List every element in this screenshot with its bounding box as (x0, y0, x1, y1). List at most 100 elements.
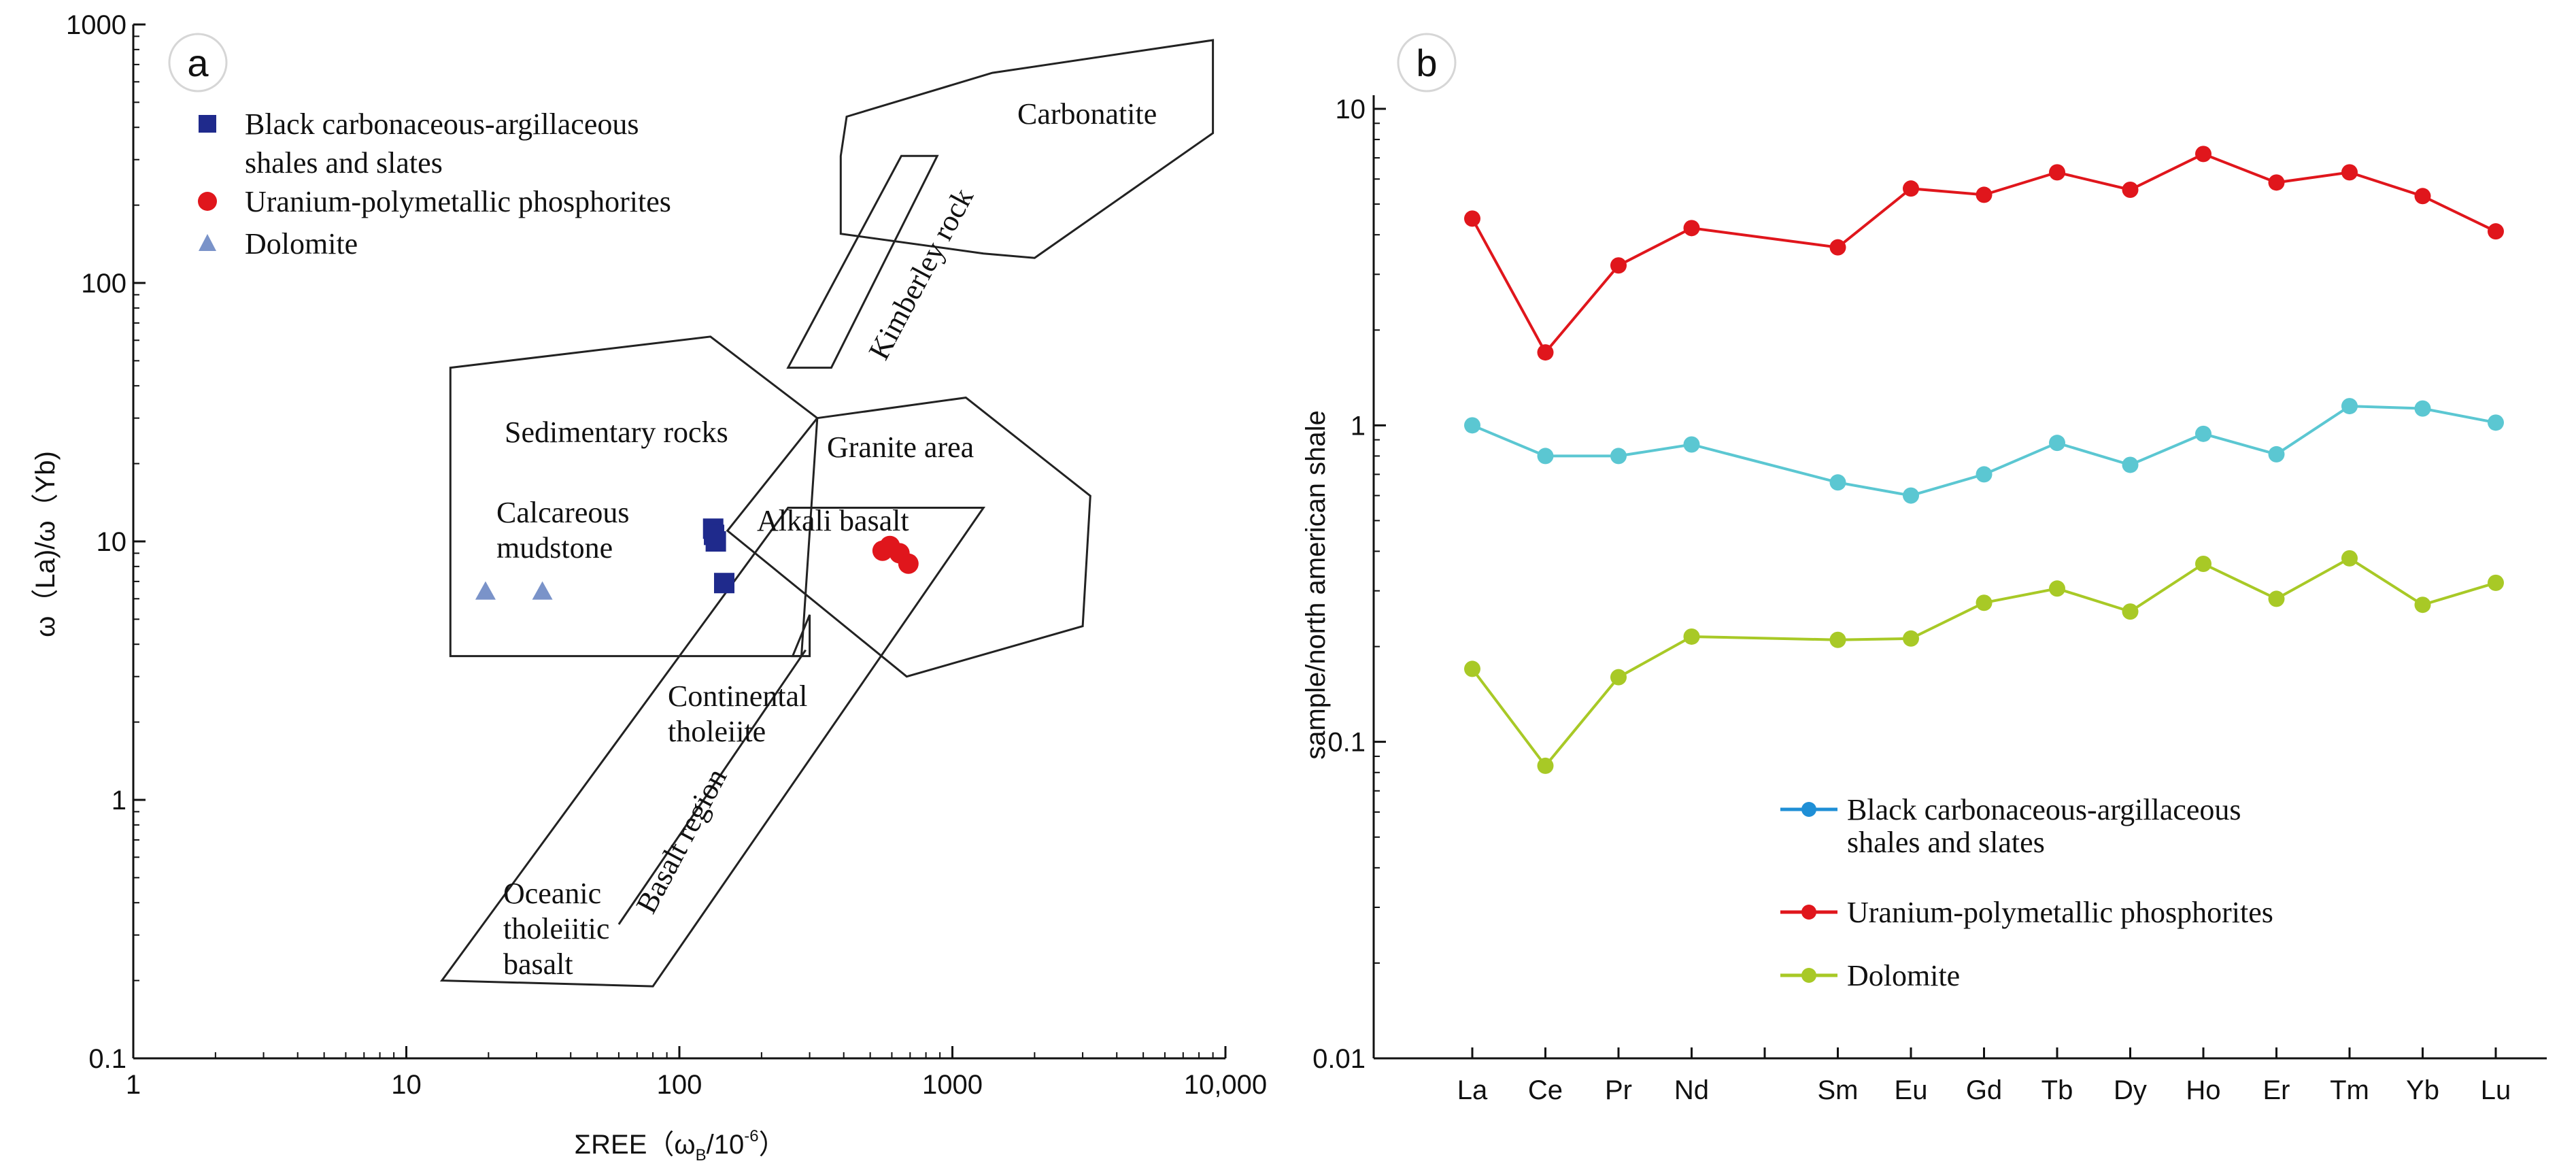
data-point-dolomite (1976, 594, 1993, 611)
data-point-phosphorites (2195, 146, 2211, 163)
legend-label: Black carbonaceous-argillaceous (245, 107, 639, 141)
legend-label: Dolomite (245, 227, 358, 261)
region-label-carbonatite: Carbonatite (1017, 97, 1157, 131)
x-tick-label: Dy (2114, 1075, 2147, 1105)
region-label-sedimentary: Sedimentary rocks (505, 416, 728, 449)
region-label-oceanic2: tholeiitic (503, 912, 609, 945)
x-tick-label: Yb (2406, 1075, 2439, 1105)
data-point-phosphorites (1683, 220, 1700, 237)
data-point-shales (1464, 417, 1480, 434)
region-label-calcareous1: Calcareous (496, 496, 629, 529)
legend-marker-phosphorites (1801, 905, 1816, 920)
x-tick-label: La (1457, 1075, 1488, 1105)
data-point-shales (2488, 414, 2504, 431)
region-sedimentary-rocks (449, 335, 819, 658)
data-point-shales (705, 531, 726, 552)
data-point-phosphorites (2341, 164, 2358, 181)
data-point-phosphorites (1903, 180, 1919, 197)
data-point-phosphorites (1610, 257, 1627, 274)
data-point-phosphorites (2122, 181, 2139, 198)
data-point-phosphorites (2049, 164, 2065, 181)
data-point-phosphorites (1829, 239, 1846, 256)
data-point-shales (2268, 446, 2285, 463)
y-tick-label: 1 (112, 786, 126, 816)
legend-label: Black carbonaceous-argillaceous (1847, 793, 2241, 826)
region-granite-area (726, 397, 1091, 678)
x-tick-label: Tb (2041, 1075, 2073, 1105)
x-axis-title: ΣREE（ωB/10-6） (574, 1127, 785, 1164)
x-tick-label: Eu (1895, 1075, 1928, 1105)
panel-b-ree-pattern: 0.01 0.1 1 10 La Ce Pr Nd Sm Eu Gd Tb Dy Ho Er Tm Yb Lu sa… (1301, 33, 2547, 1105)
data-point-dolomite (1610, 669, 1627, 686)
x-tick-label: Lu (2481, 1075, 2511, 1105)
data-point-shales (2341, 398, 2358, 415)
data-point-phosphorites (1976, 186, 1993, 203)
data-point-dolomite (475, 581, 496, 600)
panel-label-b: b (1416, 41, 1437, 84)
data-point-dolomite (1683, 628, 1700, 645)
region-oceanic-tholeiitic-basalt (617, 649, 807, 925)
x-tick-label: Ce (1528, 1075, 1563, 1105)
region-carbonatite (839, 39, 1215, 259)
x-tick-label: Pr (1605, 1075, 1632, 1105)
legend-marker-shales (199, 115, 216, 133)
data-point-shales (1976, 466, 1993, 483)
series-line-dolomite (1471, 556, 2496, 769)
panel-label-circle (168, 33, 228, 93)
data-point-shales (1683, 436, 1700, 453)
panel-a-ree-discrimination: 1 10 100 1000 10,0000.11101001000ΣREE（ωB/10-… (31, 10, 1267, 1164)
x-tick-label: 1000 (922, 1070, 983, 1100)
data-point-dolomite (2195, 556, 2211, 573)
data-point-dolomite (2488, 574, 2504, 591)
y-axis-title: ω（La)/ω（Yb) (31, 451, 61, 637)
legend-label: Uranium-polymetallic phosphorites (1847, 896, 2273, 929)
legend-label-line2: shales and slates (1847, 826, 2045, 859)
region-label-oceanic1: Oceanic (503, 877, 601, 910)
data-point-dolomite (2122, 603, 2139, 620)
x-tick-label: Gd (1966, 1075, 2002, 1105)
data-point-shales (1537, 448, 1554, 465)
region-label-continental1: Continental (668, 679, 807, 713)
legend-marker-shales (1801, 802, 1816, 817)
region-label-alkali: Alkali basalt (757, 504, 909, 537)
legend-label-line2: shales and slates (245, 146, 443, 180)
data-point-phosphorites (1464, 210, 1480, 227)
region-label-oceanic3: basalt (503, 947, 573, 981)
legend-label: Uranium-polymetallic phosphorites (245, 185, 671, 218)
data-point-dolomite (2268, 590, 2285, 607)
region-kimberley-rock (786, 154, 939, 369)
data-point-dolomite (1464, 660, 1480, 677)
data-point-shales (2195, 425, 2211, 442)
data-point-phosphorites (2488, 223, 2504, 240)
x-tick-label: 1 (126, 1070, 141, 1100)
data-point-dolomite (2341, 550, 2358, 567)
series-line-shales (1472, 405, 2496, 497)
data-point-shales (713, 573, 734, 594)
data-point-dolomite (532, 581, 553, 600)
data-point-dolomite (2049, 580, 2065, 597)
data-point-dolomite (2414, 597, 2431, 614)
y-tick-label: 0.1 (88, 1044, 126, 1074)
series-line-phosphorites (1471, 152, 2496, 355)
data-point-dolomite (1903, 630, 1919, 647)
data-point-shales (1903, 487, 1919, 504)
y-tick-label: 10 (1336, 95, 1366, 124)
data-point-phosphorites (2268, 174, 2285, 191)
region-label-kimberley: Kimberley rock (862, 183, 980, 365)
y-tick-label: 1 (1351, 411, 1366, 441)
y-tick-label: 0.1 (1327, 728, 1366, 758)
data-point-shales (1829, 474, 1846, 491)
x-tick-label: Ho (2186, 1075, 2220, 1105)
data-point-shales (2049, 435, 2065, 452)
x-tick-label: 10,000 (1184, 1070, 1267, 1100)
data-point-phosphorites (2414, 188, 2431, 205)
data-point-shales (2414, 400, 2431, 417)
y-tick-label: 1000 (66, 10, 126, 40)
data-point-phosphorites (898, 553, 919, 574)
x-tick-label: Tm (2330, 1075, 2369, 1105)
y-tick-label: 0.01 (1312, 1044, 1366, 1074)
legend-label: Dolomite (1847, 959, 1960, 992)
region-label-continental2: tholeiite (668, 715, 766, 748)
y-tick-label: 100 (81, 269, 126, 299)
